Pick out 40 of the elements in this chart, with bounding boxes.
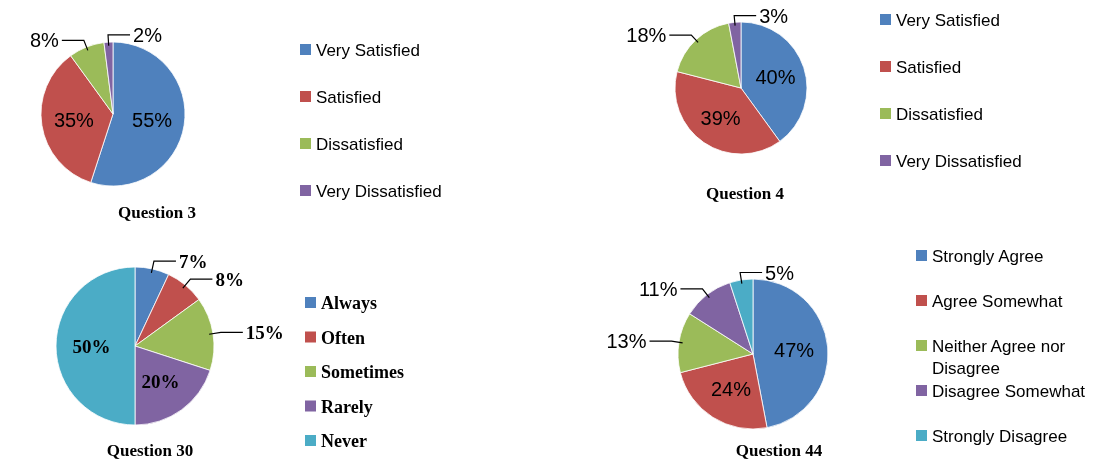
text: Question 44 [735,441,823,460]
legend-label: Satisfied [896,57,962,77]
legend-label: Satisfied [316,87,382,107]
legend-label: Very Dissatisfied [896,151,1022,171]
legend-label: Rarely [321,396,373,417]
data-label: 20% [141,370,180,392]
legend-label: Dissatisfied [896,104,983,124]
data-label: 3% [759,4,789,27]
data-label: 7% [178,250,208,272]
data-label: 24% [710,377,752,400]
text: Question 30 [106,441,194,460]
data-label: 18% [626,24,667,47]
text: Question 3 [118,203,196,222]
legend-label: Very Satisfied [316,40,420,60]
legend-label: Always [321,293,378,313]
legend-label: Never [321,431,367,451]
legend-label: Dissatisfied [316,134,403,154]
legend-label: Strongly Disagree [932,426,1068,446]
data-label: 55% [132,109,173,132]
data-label: 13% [606,330,647,353]
legend-label: Sometimes [321,362,404,382]
data-label: 50% [72,335,111,357]
data-label: 11% [638,277,678,300]
data-label: 47% [774,339,815,362]
legend-label: Strongly Agree [932,246,1044,266]
legend-label: Often [321,327,365,348]
legend-label: Disagree Somewhat [932,381,1086,401]
data-label: 2% [133,23,163,46]
legend-label: Agree Somewhat [932,291,1063,311]
data-label: 8% [215,268,244,290]
data-label: 35% [53,109,95,132]
data-label: 5% [765,261,795,284]
text: Question 4 [706,184,785,203]
data-label: 8% [29,29,60,52]
data-label: 15% [245,321,284,343]
legend-label: Very Satisfied [896,10,1000,30]
legend-label: Neither Agree nor Disagree [932,336,1066,378]
data-label: 39% [700,107,741,130]
legend-label: Very Dissatisfied [316,181,442,201]
data-label: 40% [755,65,796,88]
